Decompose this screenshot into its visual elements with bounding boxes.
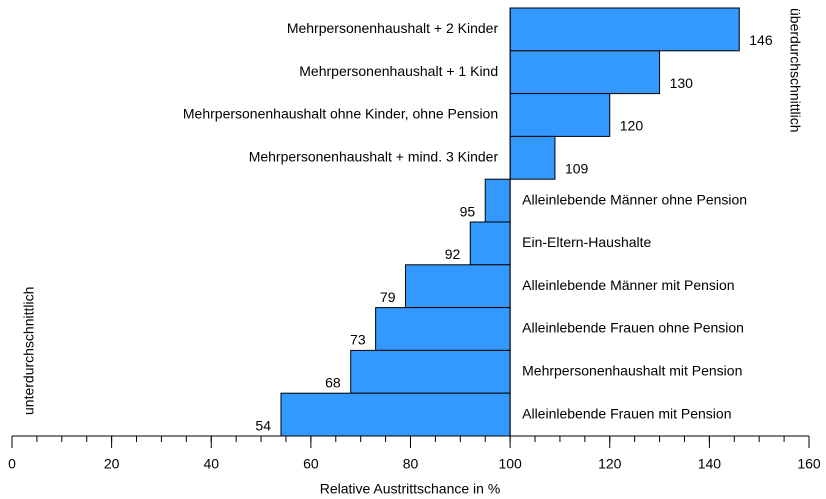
category-label: Mehrpersonenhaushalt mit Pension [522,363,742,379]
category-label: Alleinlebende Männer ohne Pension [522,191,747,207]
value-label: 92 [445,246,461,262]
value-label: 120 [620,118,644,134]
bar [350,349,511,394]
x-tick-label: 80 [403,456,419,472]
category-label: Ein-Eltern-Haushalte [522,234,651,250]
category-label: Mehrpersonenhaushalt + mind. 3 Kinder [249,149,499,165]
bar [375,307,511,351]
bar [469,221,511,266]
x-tick-label: 0 [8,456,16,472]
value-label: 109 [565,161,589,177]
bar [484,178,511,223]
bar [509,7,740,52]
bar [509,50,661,95]
value-label: 73 [350,332,366,348]
x-tick-label: 20 [104,456,120,472]
bar [509,93,611,137]
lower-side-label: unterdurchschnittlich [21,287,37,415]
x-tick-label: 60 [303,456,319,472]
value-label: 130 [670,75,694,91]
bar [280,392,511,437]
x-tick-label: 40 [203,456,219,472]
x-axis-label: Relative Austrittschance in % [320,481,501,497]
value-label: 54 [255,417,271,433]
bar [509,135,556,180]
category-label: Alleinlebende Männer mit Pension [522,277,734,293]
upper-side-label: überdurchschnittlich [787,8,803,133]
category-label: Alleinlebende Frauen mit Pension [522,405,731,421]
value-label: 95 [460,203,476,219]
category-label: Mehrpersonenhaushalt ohne Kinder, ohne P… [183,106,498,122]
value-label: 79 [380,289,396,305]
category-label: Mehrpersonenhaushalt + 2 Kinder [287,20,499,36]
x-tick-label: 140 [698,456,722,472]
category-label: Mehrpersonenhaushalt + 1 Kind [299,63,498,79]
x-tick-label: 100 [498,456,522,472]
value-label: 146 [749,32,773,48]
bar [405,264,511,309]
value-label: 68 [325,375,341,391]
x-tick-label: 120 [598,456,622,472]
x-tick-label: 160 [797,456,821,472]
category-label: Alleinlebende Frauen ohne Pension [522,320,744,336]
